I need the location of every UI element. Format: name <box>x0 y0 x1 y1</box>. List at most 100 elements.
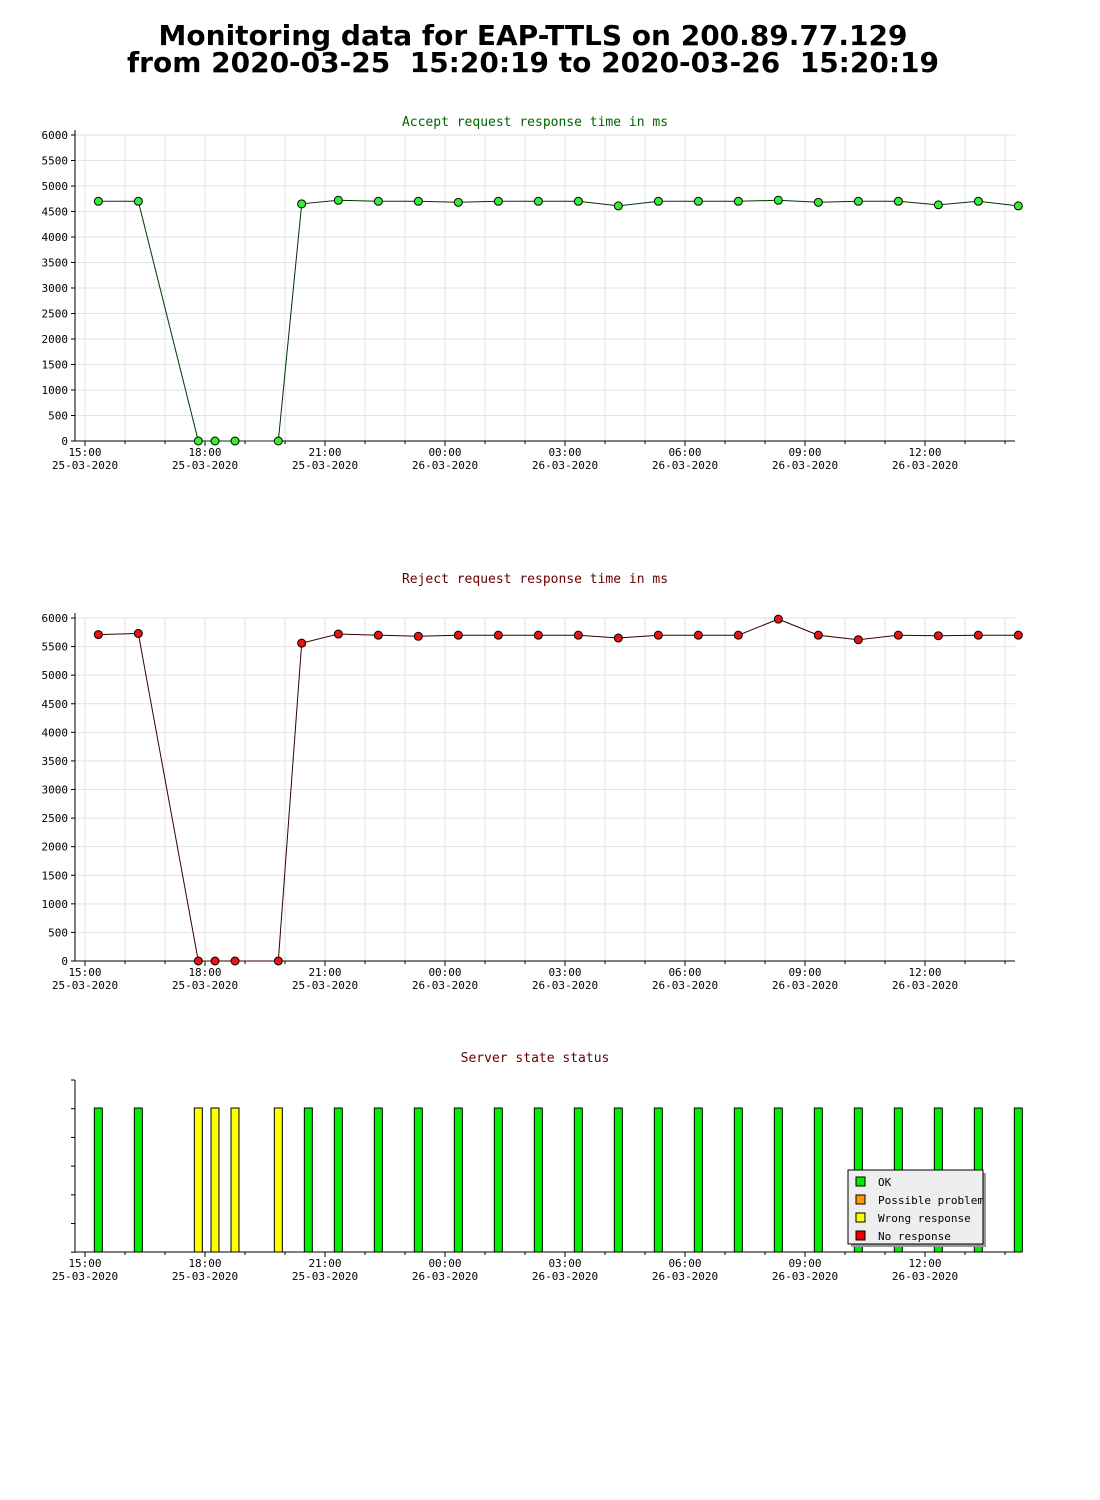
status-bar <box>733 1107 743 1253</box>
y-tick-label: 4000 <box>42 726 69 739</box>
x-tick-label-date: 25-03-2020 <box>292 979 358 992</box>
data-point <box>230 956 240 966</box>
legend-swatch <box>855 1212 866 1223</box>
status-bar <box>210 1107 220 1253</box>
x-tick-label-time: 00:00 <box>428 1257 461 1270</box>
x-tick-label-date: 26-03-2020 <box>892 979 958 992</box>
legend-label: OK <box>878 1176 892 1189</box>
legend-swatch <box>855 1194 866 1205</box>
data-point <box>493 196 503 206</box>
x-tick-label-date: 26-03-2020 <box>412 459 478 472</box>
data-point <box>413 196 423 206</box>
x-tick-label-date: 25-03-2020 <box>52 979 118 992</box>
y-tick-label: 2000 <box>42 333 69 346</box>
data-point <box>693 196 703 206</box>
x-tick-label-date: 26-03-2020 <box>532 979 598 992</box>
status-bar <box>613 1107 623 1253</box>
data-point <box>653 196 663 206</box>
status-bar <box>493 1107 503 1253</box>
data-point <box>573 196 583 206</box>
data-point <box>493 630 503 640</box>
y-tick-label: 6000 <box>42 129 69 142</box>
y-tick-label: 1500 <box>42 869 69 882</box>
y-tick-label: 2000 <box>42 841 69 854</box>
data-point <box>973 196 983 206</box>
y-tick-label: 3500 <box>42 755 69 768</box>
data-point <box>933 200 943 210</box>
data-point <box>453 197 463 207</box>
x-tick-label-date: 25-03-2020 <box>172 459 238 472</box>
status-bar <box>773 1107 783 1253</box>
data-point <box>93 630 103 640</box>
x-tick-label-date: 26-03-2020 <box>892 1270 958 1283</box>
y-tick-label: 5500 <box>42 155 69 168</box>
x-tick-label-time: 09:00 <box>788 446 821 459</box>
y-tick-label: 2500 <box>42 812 69 825</box>
data-point <box>297 199 307 209</box>
status-bar <box>573 1107 583 1253</box>
data-point <box>533 196 543 206</box>
y-tick-label: 0 <box>61 435 68 448</box>
data-point <box>373 196 383 206</box>
status-bar <box>1013 1107 1023 1253</box>
status-bar <box>230 1107 240 1253</box>
data-point <box>733 196 743 206</box>
legend-label: Wrong response <box>878 1212 971 1225</box>
y-tick-label: 5500 <box>42 641 69 654</box>
x-tick-label-date: 26-03-2020 <box>652 459 718 472</box>
x-tick-label-time: 06:00 <box>668 446 701 459</box>
x-tick-label-time: 12:00 <box>908 966 941 979</box>
data-point <box>613 201 623 211</box>
data-point <box>273 956 283 966</box>
data-point <box>933 631 943 641</box>
x-tick-label-date: 26-03-2020 <box>412 979 478 992</box>
data-point <box>533 630 543 640</box>
x-tick-label-time: 09:00 <box>788 966 821 979</box>
data-point <box>853 635 863 645</box>
status-bar <box>333 1107 343 1253</box>
legend-swatch <box>855 1230 866 1241</box>
series-line <box>98 199 1019 442</box>
y-tick-label: 1000 <box>42 898 69 911</box>
status-bar <box>413 1107 423 1253</box>
y-tick-label: 3500 <box>42 257 69 270</box>
chart-title: Accept request response time in ms <box>402 115 668 130</box>
data-point <box>693 630 703 640</box>
data-point <box>193 436 203 446</box>
data-point <box>297 638 307 648</box>
data-point <box>973 630 983 640</box>
x-tick-label-time: 21:00 <box>308 966 341 979</box>
data-point <box>93 196 103 206</box>
data-point <box>333 629 343 639</box>
x-tick-label-date: 25-03-2020 <box>292 459 358 472</box>
data-point <box>893 630 903 640</box>
x-tick-label-time: 18:00 <box>188 446 221 459</box>
x-tick-label-date: 25-03-2020 <box>52 1270 118 1283</box>
data-point <box>773 195 783 205</box>
y-tick-label: 3000 <box>42 282 69 295</box>
y-tick-label: 1500 <box>42 359 69 372</box>
data-point <box>333 195 343 205</box>
data-point <box>573 630 583 640</box>
page-title-line-1: Monitoring data for EAP-TTLS on 200.89.7… <box>158 19 908 52</box>
y-tick-label: 3000 <box>42 784 69 797</box>
data-point <box>733 630 743 640</box>
data-point <box>133 628 143 638</box>
status-bar <box>813 1107 823 1253</box>
x-tick-label-time: 12:00 <box>908 446 941 459</box>
server-state-chart: Server state status15:0025-03-202018:002… <box>52 1051 1023 1283</box>
x-tick-label-time: 09:00 <box>788 1257 821 1270</box>
y-tick-label: 5000 <box>42 180 69 193</box>
x-tick-label-time: 18:00 <box>188 966 221 979</box>
x-tick-label-date: 26-03-2020 <box>412 1270 478 1283</box>
x-tick-label-date: 25-03-2020 <box>172 979 238 992</box>
data-point <box>853 196 863 206</box>
x-tick-label-time: 18:00 <box>188 1257 221 1270</box>
y-tick-label: 2500 <box>42 308 69 321</box>
reject-response-chart: Reject request response time in ms 0 500 10… <box>42 572 1023 992</box>
legend-label: Possible problem <box>878 1194 984 1207</box>
x-tick-label-date: 26-03-2020 <box>892 459 958 472</box>
status-bar <box>373 1107 383 1253</box>
data-point <box>773 614 783 624</box>
page-title: Monitoring data for EAP-TTLS on 200.89.7… <box>0 19 1066 77</box>
